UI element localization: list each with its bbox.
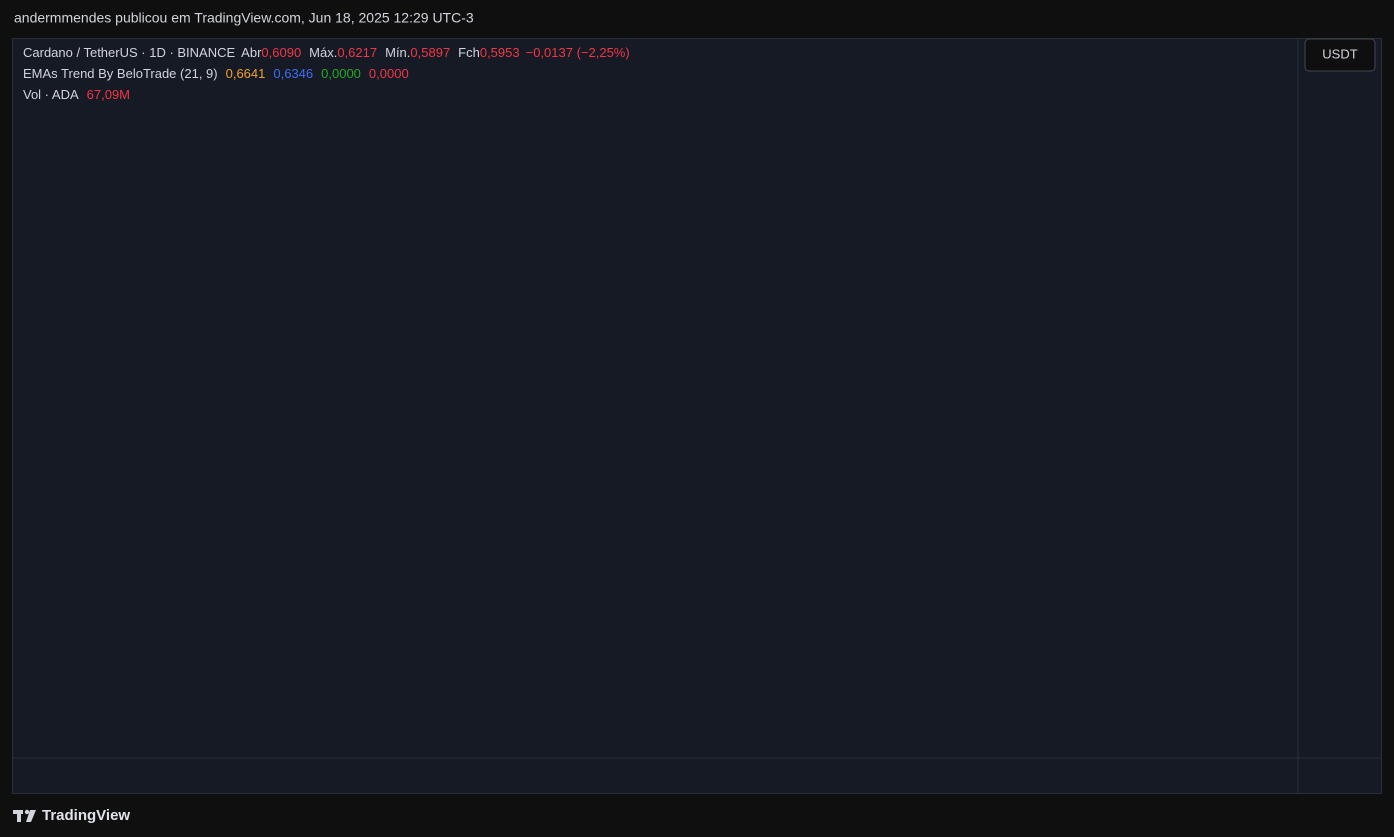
- low-value: 0,5897: [410, 45, 450, 60]
- close-value: 0,5953: [480, 45, 520, 60]
- indicator-name: EMAs Trend By BeloTrade (21, 9): [23, 66, 218, 81]
- currency-button[interactable]: [1304, 38, 1376, 72]
- open-value: 0,6090: [261, 45, 301, 60]
- indicator-value: 0,6641: [226, 66, 266, 81]
- indicator-value: 0,6346: [273, 66, 313, 81]
- legend-line-2: EMAs Trend By BeloTrade (21, 9) 0,6641 0,6…: [23, 66, 409, 81]
- footer-brand: TradingView: [42, 807, 130, 824]
- change: −0,0137 (−2,25%): [526, 45, 630, 60]
- legend-line-3: Vol · ADA 67,09M: [23, 87, 130, 102]
- low-label: Mín.: [385, 45, 410, 60]
- indicator-value: 0,0000: [321, 66, 361, 81]
- high-value: 0,6217: [337, 45, 377, 60]
- currency-label[interactable]: USDT: [1322, 46, 1357, 61]
- volume-value: 67,09M: [87, 87, 130, 102]
- tv-logo: [13, 809, 36, 822]
- close-label: Fch: [458, 45, 480, 60]
- chart-panel: [12, 38, 1382, 794]
- volume-label: Vol · ADA: [23, 87, 79, 102]
- indicator-value: 0,0000: [369, 66, 409, 81]
- open-label: Abr: [241, 45, 262, 60]
- header: andermmendes publicou em TradingView.com…: [14, 10, 474, 26]
- symbol: Cardano / TetherUS · 1D · BINANCE: [23, 45, 235, 60]
- legend-line-1: Cardano / TetherUS · 1D · BINANCE Abr0,60…: [23, 45, 630, 60]
- high-label: Máx.: [309, 45, 337, 60]
